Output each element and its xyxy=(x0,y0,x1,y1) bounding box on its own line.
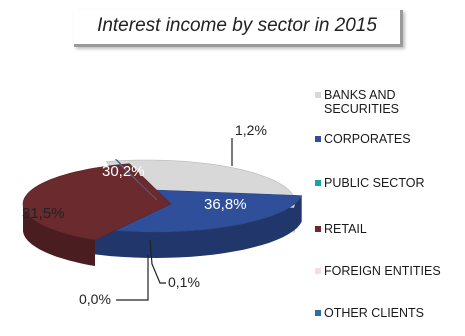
legend-label-other-clients: OTHER CLIENTS xyxy=(324,306,425,320)
chart-title-box: Interest income by sector in 2015 xyxy=(74,10,403,47)
legend-item-other-clients: OTHER CLIENTS xyxy=(315,306,424,320)
legend-swatch-retail xyxy=(315,226,321,232)
data-label-2: 1,2% xyxy=(235,122,267,138)
legend-label-corporates: CORPORATES xyxy=(324,132,411,146)
leader-line-other-clients xyxy=(149,239,166,284)
legend-swatch-other-clients xyxy=(315,310,321,316)
data-label-0: 31,5% xyxy=(22,205,65,222)
legend-label-banks: BANKS AND SECURITIES xyxy=(324,88,400,116)
legend-item-corporates: CORPORATES xyxy=(315,132,411,146)
legend-swatch-foreign-entities xyxy=(315,268,321,274)
legend-item-foreign-entities: FOREIGN ENTITIES xyxy=(315,264,441,278)
legend-swatch-banks xyxy=(315,92,321,98)
pie-slice-retail xyxy=(22,163,172,241)
legend-item-public-sector: PUBLIC SECTOR xyxy=(315,176,425,190)
legend-item-banks: BANKS AND SECURITIES xyxy=(315,88,414,116)
legend-label-foreign-entities: FOREIGN ENTITIES xyxy=(324,264,441,278)
chart-title: Interest income by sector in 2015 xyxy=(97,15,377,36)
pie-slice-other-clients xyxy=(115,159,158,201)
data-label-4: 0,0% xyxy=(79,291,111,307)
legend-label-public-sector: PUBLIC SECTOR xyxy=(324,176,425,190)
pie-slice-side-1 xyxy=(88,195,302,258)
legend-label-retail: RETAIL xyxy=(324,222,367,236)
legend-swatch-public-sector xyxy=(315,180,321,186)
legend-item-retail: RETAIL xyxy=(315,222,367,236)
pie-slice-side-3 xyxy=(23,204,95,266)
data-label-5: 0,1% xyxy=(168,274,200,290)
data-label-1: 30,2% xyxy=(102,163,145,180)
leader-line-foreign-entities xyxy=(116,255,149,301)
data-label-3: 36,8% xyxy=(204,196,247,213)
legend-swatch-corporates xyxy=(315,136,321,142)
